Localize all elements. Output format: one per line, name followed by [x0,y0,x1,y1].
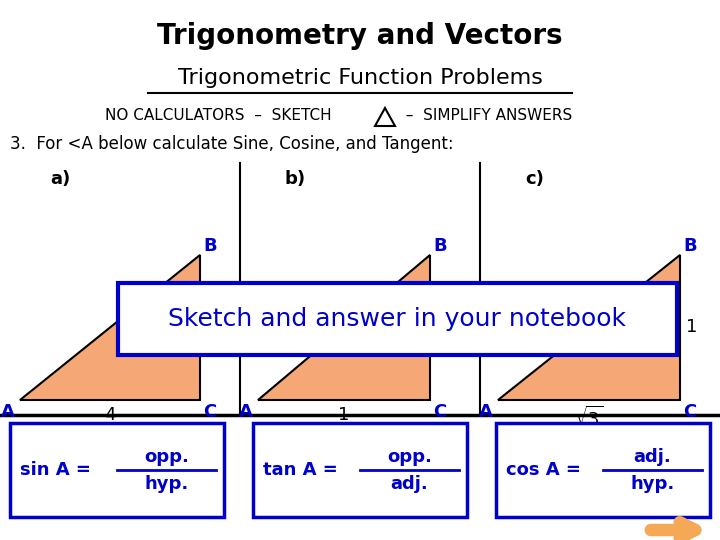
Text: b): b) [285,170,306,188]
Text: B: B [683,237,697,255]
Polygon shape [258,255,430,400]
FancyBboxPatch shape [253,423,467,517]
Text: 1: 1 [686,319,698,336]
Polygon shape [498,255,680,400]
Text: Trigonometric Function Problems: Trigonometric Function Problems [178,68,542,88]
Text: $\sqrt{3}$: $\sqrt{3}$ [575,406,603,430]
Text: 3.  For <A below calculate Sine, Cosine, and Tangent:: 3. For <A below calculate Sine, Cosine, … [10,135,454,153]
Text: Trigonometry and Vectors: Trigonometry and Vectors [157,22,563,50]
FancyBboxPatch shape [118,283,677,355]
Text: cos A =: cos A = [506,461,587,479]
Text: $\sqrt{2}$: $\sqrt{2}$ [312,295,341,320]
Text: adj.: adj. [634,448,671,466]
Text: c): c) [525,170,544,188]
Text: A: A [239,403,253,421]
Text: Sketch and answer in your notebook: Sketch and answer in your notebook [168,307,626,331]
Polygon shape [20,255,200,400]
Text: NO CALCULATORS  –  SKETCH: NO CALCULATORS – SKETCH [105,108,332,123]
Text: tan A =: tan A = [263,461,344,479]
FancyBboxPatch shape [10,423,224,517]
Text: –  SIMPLIFY ANSWERS: – SIMPLIFY ANSWERS [396,108,572,123]
Text: opp.: opp. [144,448,189,466]
Text: C: C [203,403,216,421]
Text: A: A [479,403,493,421]
FancyArrowPatch shape [651,522,696,538]
Text: 5: 5 [206,319,217,336]
Text: A: A [1,403,15,421]
Text: sin A =: sin A = [20,461,97,479]
Text: C: C [683,403,696,421]
Text: B: B [203,237,217,255]
Text: hyp.: hyp. [145,475,189,493]
Text: C: C [433,403,446,421]
Text: hyp.: hyp. [631,475,675,493]
Text: opp.: opp. [387,448,432,466]
FancyBboxPatch shape [496,423,710,517]
Text: B: B [433,237,446,255]
Text: a): a) [50,170,71,188]
Text: 1: 1 [338,406,350,424]
Text: 4: 4 [104,406,116,424]
Text: adj.: adj. [391,475,428,493]
